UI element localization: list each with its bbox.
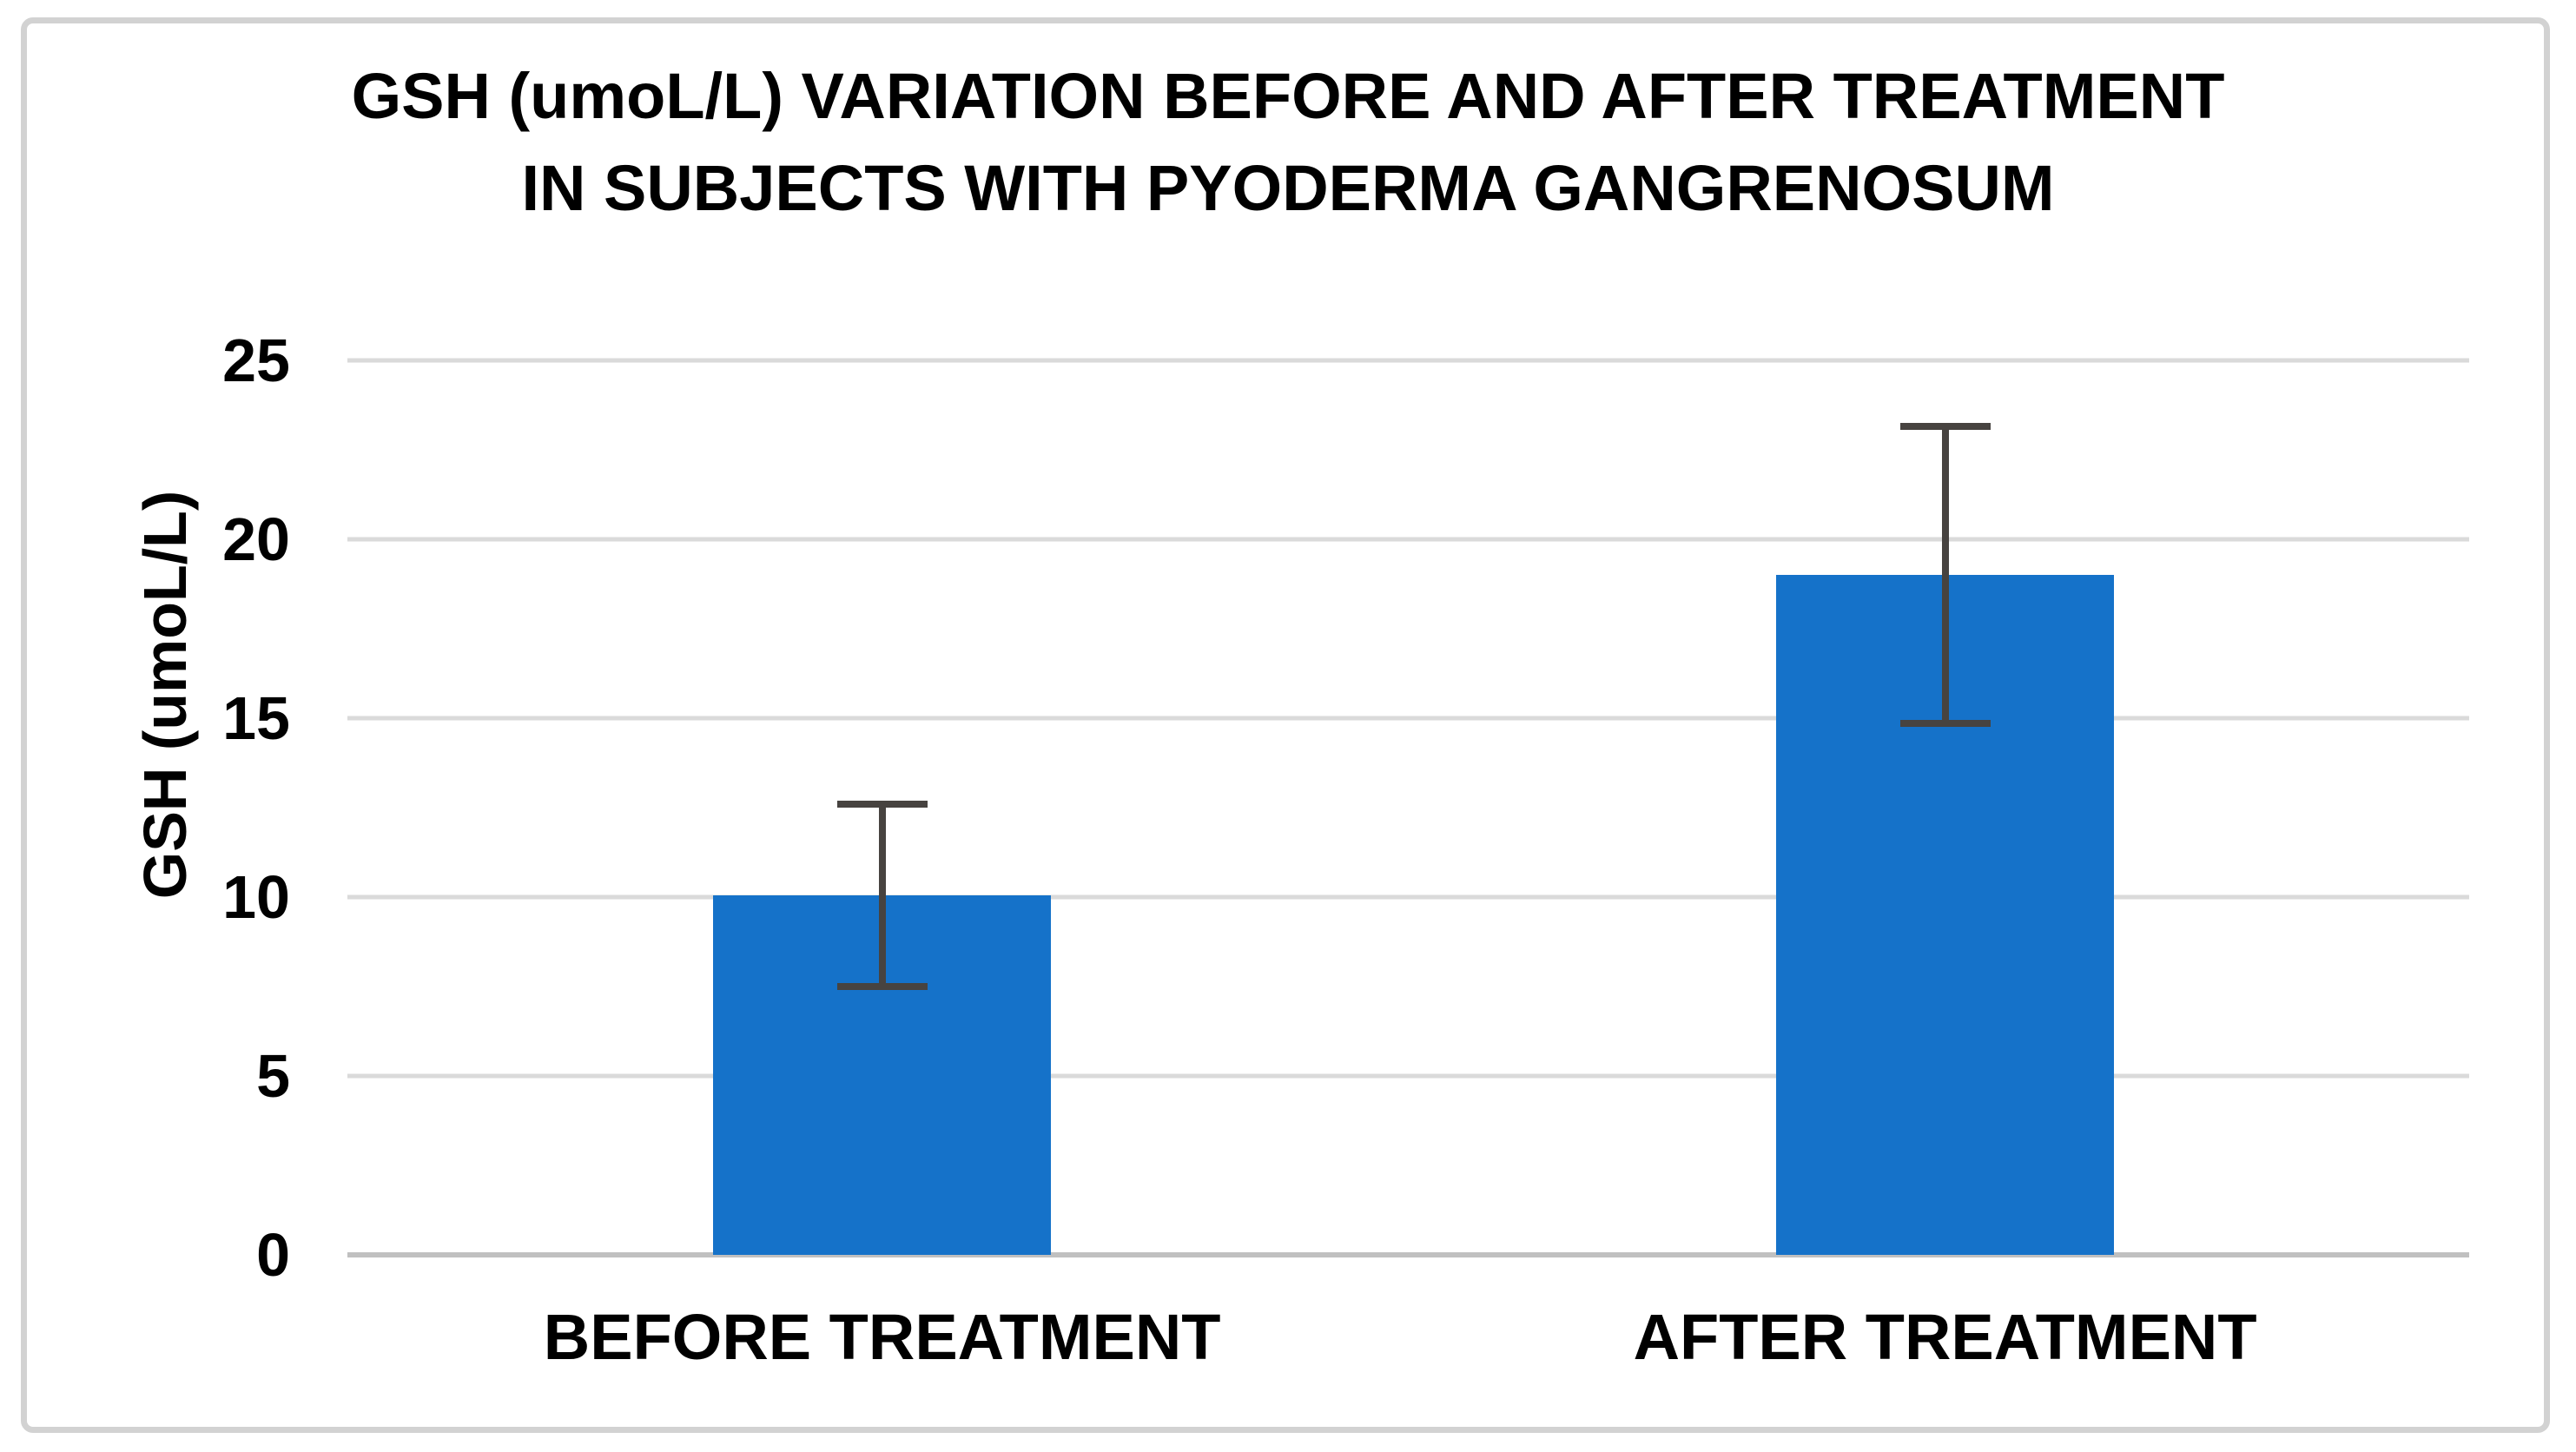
plot-area: 0 5 10 15 20 25 BEFORE TREATMENT AFTER TREATMEN…	[222, 330, 2469, 1370]
chart-title-line-1: GSH (umoL/L) VARIATION BEFORE AND AFTER …	[351, 60, 2225, 132]
chart-title-line-2: IN SUBJECTS WITH PYODERMA GANGRENOSUM	[521, 152, 2055, 224]
y-tick-label: 15	[222, 684, 290, 752]
gridline	[347, 1073, 2469, 1079]
gridline	[347, 894, 2469, 900]
x-axis-line	[347, 1252, 2469, 1257]
error-bar-line	[878, 803, 886, 987]
error-bar-cap-top	[1899, 423, 1991, 431]
y-tick-label: 0	[256, 1221, 290, 1289]
error-bar-cap-bottom	[1899, 720, 1991, 728]
y-tick-label: 5	[256, 1042, 290, 1110]
error-bar-line	[1941, 426, 1949, 724]
y-tick-label: 20	[222, 505, 290, 573]
chart-frame	[21, 17, 2550, 1433]
error-bar-cap-top	[836, 800, 928, 808]
category-label: BEFORE TREATMENT	[543, 1301, 1221, 1373]
category-label: AFTER TREATMENT	[1633, 1301, 2257, 1373]
y-tick-label: 10	[222, 863, 290, 931]
gridline	[347, 358, 2469, 363]
gridline	[347, 537, 2469, 542]
gridline	[347, 716, 2469, 721]
y-tick-label: 25	[222, 327, 290, 394]
chart-title: GSH (umoL/L) VARIATION BEFORE AND AFTER …	[0, 50, 2576, 234]
y-axis-title: GSH (umoL/L)	[131, 490, 199, 900]
error-bar-cap-bottom	[836, 983, 928, 990]
